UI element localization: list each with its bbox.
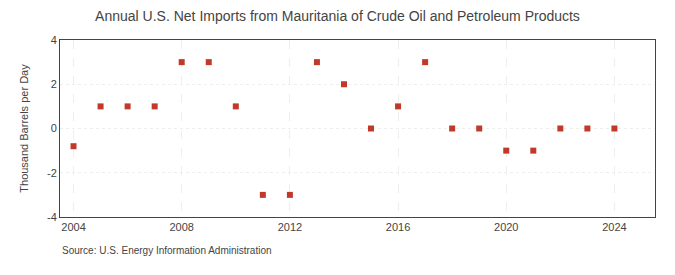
svg-text:2004: 2004 xyxy=(61,221,85,233)
svg-text:2024: 2024 xyxy=(602,221,626,233)
svg-text:4: 4 xyxy=(51,34,57,46)
svg-text:2020: 2020 xyxy=(494,221,518,233)
svg-text:Source: U.S. Energy Informatio: Source: U.S. Energy Information Administ… xyxy=(62,245,272,256)
svg-text:2008: 2008 xyxy=(169,221,193,233)
svg-text:Annual U.S. Net Imports from M: Annual U.S. Net Imports from Mauritania … xyxy=(95,8,580,24)
svg-text:0: 0 xyxy=(51,122,57,134)
svg-text:2: 2 xyxy=(51,78,57,90)
svg-text:2016: 2016 xyxy=(386,221,410,233)
svg-text:-2: -2 xyxy=(47,167,57,179)
svg-text:2012: 2012 xyxy=(278,221,302,233)
svg-text:Thousand Barrels per Day: Thousand Barrels per Day xyxy=(18,64,30,193)
svg-text:-4: -4 xyxy=(47,211,57,223)
